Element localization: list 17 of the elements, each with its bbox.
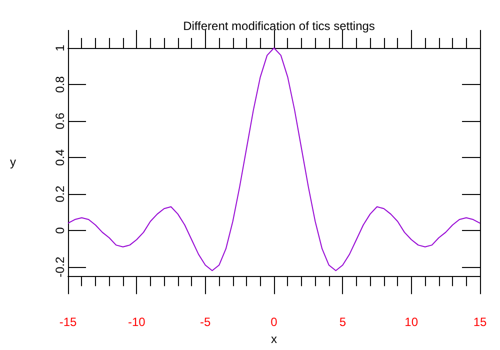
x-tick-label: -15 <box>59 315 77 330</box>
chart-title: Different modification of tics settings <box>183 19 375 33</box>
y-tick-label: 0 <box>53 226 67 234</box>
y-tick-label: 1 <box>53 44 67 52</box>
x-tick-label: 10 <box>404 315 418 330</box>
y-tick-label: 0.8 <box>53 76 67 93</box>
x-tick-label: 5 <box>339 315 346 330</box>
x-axis-title: x <box>271 332 277 346</box>
x-tick-label: -5 <box>200 315 211 330</box>
y-tick-label: 0.4 <box>53 148 67 166</box>
x-tick-label: 0 <box>270 315 278 330</box>
y-axis-title: y <box>10 155 16 170</box>
x-tick-label: 15 <box>473 315 487 330</box>
x-tick-label: -10 <box>128 315 146 330</box>
y-tick-label: 0.2 <box>53 185 67 202</box>
y-tick-label: -0.2 <box>53 256 67 278</box>
y-tick-label: 0.6 <box>53 112 67 130</box>
